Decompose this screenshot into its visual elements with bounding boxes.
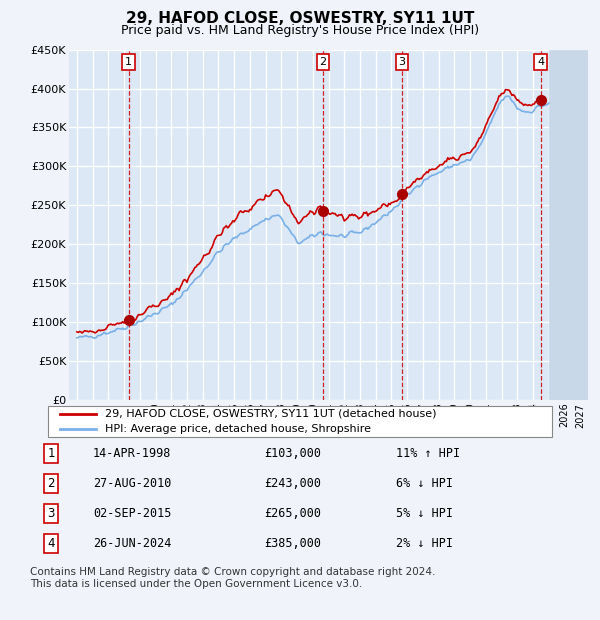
Text: 4: 4 <box>537 57 544 67</box>
Text: 4: 4 <box>47 537 55 549</box>
Text: 6% ↓ HPI: 6% ↓ HPI <box>396 477 453 490</box>
Text: 3: 3 <box>398 57 406 67</box>
Text: 26-JUN-2024: 26-JUN-2024 <box>93 537 172 549</box>
Text: £103,000: £103,000 <box>264 448 321 460</box>
Text: £243,000: £243,000 <box>264 477 321 490</box>
Text: 27-AUG-2010: 27-AUG-2010 <box>93 477 172 490</box>
Text: 02-SEP-2015: 02-SEP-2015 <box>93 507 172 520</box>
Text: £265,000: £265,000 <box>264 507 321 520</box>
Text: Contains HM Land Registry data © Crown copyright and database right 2024.
This d: Contains HM Land Registry data © Crown c… <box>30 567 436 589</box>
Text: 3: 3 <box>47 507 55 520</box>
Text: 11% ↑ HPI: 11% ↑ HPI <box>396 448 460 460</box>
Text: 29, HAFOD CLOSE, OSWESTRY, SY11 1UT: 29, HAFOD CLOSE, OSWESTRY, SY11 1UT <box>126 11 474 26</box>
Text: 1: 1 <box>125 57 132 67</box>
Text: 2: 2 <box>320 57 327 67</box>
Text: Price paid vs. HM Land Registry's House Price Index (HPI): Price paid vs. HM Land Registry's House … <box>121 24 479 37</box>
Text: 1: 1 <box>47 448 55 460</box>
Text: 14-APR-1998: 14-APR-1998 <box>93 448 172 460</box>
Bar <box>548 50 588 400</box>
Text: 5% ↓ HPI: 5% ↓ HPI <box>396 507 453 520</box>
Text: HPI: Average price, detached house, Shropshire: HPI: Average price, detached house, Shro… <box>105 424 371 434</box>
Text: £385,000: £385,000 <box>264 537 321 549</box>
Text: 29, HAFOD CLOSE, OSWESTRY, SY11 1UT (detached house): 29, HAFOD CLOSE, OSWESTRY, SY11 1UT (det… <box>105 409 437 419</box>
Text: 2: 2 <box>47 477 55 490</box>
Text: 2% ↓ HPI: 2% ↓ HPI <box>396 537 453 549</box>
